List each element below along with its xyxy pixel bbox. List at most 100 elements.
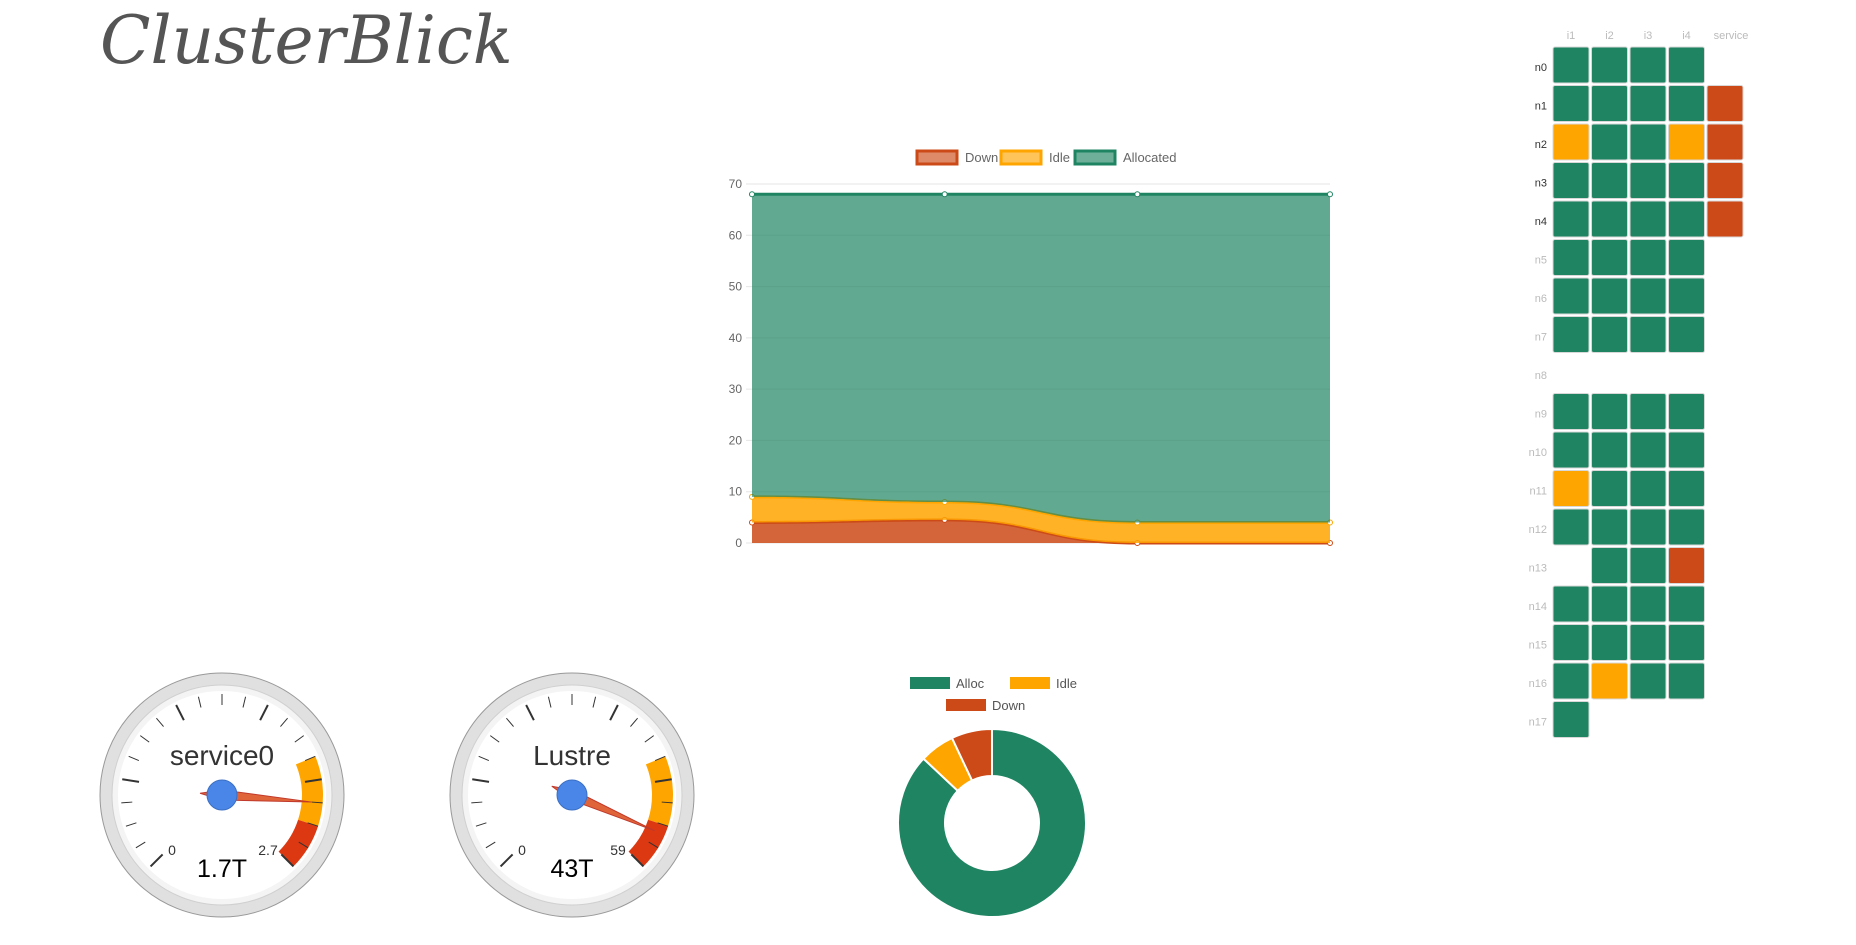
area-idle [752, 496, 1330, 543]
cell-n4-i3 [1629, 200, 1667, 238]
y-tick-60: 60 [729, 228, 743, 242]
cell-n15-i1 [1552, 624, 1590, 661]
cell-n16-i4 [1668, 662, 1705, 700]
column-header-i3: i3 [1644, 30, 1653, 42]
gauge-needle-hub [206, 779, 238, 811]
column-header-i1: i1 [1567, 30, 1576, 42]
gauge-tick-15 [654, 755, 666, 762]
cell-n2-i2 [1591, 123, 1628, 161]
cell-n13-i3 [1629, 547, 1667, 584]
legend-swatch-down [946, 699, 986, 711]
legend-label-idle: Idle [1056, 676, 1077, 691]
gauge-tick-17 [661, 801, 673, 804]
point-allocated-0 [749, 191, 755, 198]
gauge-service0: service0 0 2.7 1.7T [99, 672, 345, 918]
gauge-tick-13 [280, 717, 288, 727]
cell-n1-i1 [1552, 85, 1590, 122]
cell-n9-i2 [1591, 393, 1628, 430]
legend-label-alloc: Alloc [956, 676, 985, 691]
gauge-tick-15 [304, 755, 316, 762]
gauge-tick-4 [472, 778, 490, 783]
cell-n11-i4 [1668, 470, 1705, 507]
cell-n14-i4 [1668, 585, 1705, 623]
cell-n6-i4 [1668, 277, 1705, 315]
cell-n12-i4 [1668, 508, 1705, 546]
cell-n3-i3 [1629, 162, 1667, 199]
gauge-tick-14 [294, 735, 305, 743]
legend-swatch-idle [1010, 677, 1050, 689]
row-label-n13: n13 [1529, 563, 1547, 575]
donut-slice-down [950, 727, 993, 782]
cell-n1-service [1706, 85, 1744, 122]
cell-n7-i3 [1629, 316, 1667, 353]
donut-chart: Alloc Idle Down [897, 676, 1087, 918]
gauge-tick-9 [547, 696, 552, 708]
gauge-tick-17 [311, 801, 323, 804]
cell-n4-i4 [1668, 200, 1705, 238]
gauge-band-warning [645, 756, 673, 827]
gauge-tick-13 [630, 717, 638, 727]
y-tick-50: 50 [729, 280, 743, 294]
legend-label-idle: Idle [1049, 150, 1070, 165]
cell-n15-i3 [1629, 624, 1667, 661]
gauge-tick-1 [135, 841, 146, 849]
y-tick-30: 30 [729, 382, 743, 396]
cell-n4-service [1706, 200, 1744, 238]
gauge-tick-20 [280, 853, 295, 868]
gauge-tick-3 [471, 801, 483, 804]
legend-swatch-allocated [1073, 149, 1117, 166]
gauge-tick-8 [175, 704, 185, 721]
cell-n16-i3 [1629, 662, 1667, 700]
cell-n1-i4 [1668, 85, 1705, 122]
column-header-i4: i4 [1682, 30, 1691, 42]
gauge-tick-1 [485, 841, 496, 849]
node-status-grid: i1 i2 i3 i4 service n0 n1 n2 n3 n4 n5 n6 n7 n8 n9 n10 n1… [1529, 30, 1748, 738]
gauge-tick-7 [156, 717, 164, 727]
cell-n9-i3 [1629, 393, 1667, 430]
cell-n3-i2 [1591, 162, 1628, 199]
gauge-tick-18 [657, 822, 669, 827]
cell-n14-i2 [1591, 585, 1628, 623]
cell-n12-i3 [1629, 508, 1667, 546]
cell-n5-i4 [1668, 239, 1705, 276]
y-tick-0: 0 [735, 536, 742, 550]
gauge-tick-8 [525, 704, 535, 721]
row-label-n7: n7 [1535, 332, 1547, 344]
cell-n7-i4 [1668, 316, 1705, 353]
gauge-tick-14 [644, 735, 655, 743]
row-label-n17: n17 [1529, 717, 1547, 729]
gauge-label: service0 [170, 740, 274, 771]
y-tick-10: 10 [729, 485, 743, 499]
legend-label-down: Down [992, 698, 1025, 713]
gauge-tick-11 [242, 696, 247, 708]
gauge-band-critical [628, 819, 669, 867]
donut-slice-alloc [897, 727, 1087, 918]
cell-n11-i3 [1629, 470, 1667, 507]
cell-n17-i1 [1552, 701, 1590, 738]
gauge-band-warning [295, 756, 323, 827]
row-label-n0: n0 [1535, 62, 1547, 74]
cell-n1-i2 [1591, 85, 1628, 122]
cell-n3-i4 [1668, 162, 1705, 199]
cell-n15-i4 [1668, 624, 1705, 661]
cell-n6-i1 [1552, 277, 1590, 315]
gauge-max-label: 59 [610, 842, 626, 858]
gauge-tick-4 [122, 778, 140, 783]
cell-n15-i2 [1591, 624, 1628, 661]
cell-n6-i3 [1629, 277, 1667, 315]
cell-n2-i4 [1668, 123, 1705, 161]
cell-n2-i3 [1629, 123, 1667, 161]
gauge-max-label: 2.7 [258, 842, 278, 858]
cell-n13-i2 [1591, 547, 1628, 584]
row-label-n12: n12 [1529, 524, 1547, 536]
cell-n10-i3 [1629, 431, 1667, 469]
row-label-n1: n1 [1535, 101, 1547, 113]
cell-n4-i1 [1552, 200, 1590, 238]
cell-n0-i1 [1552, 46, 1590, 84]
row-label-n2: n2 [1535, 139, 1547, 151]
gauge-tick-3 [121, 801, 133, 804]
cell-n10-i4 [1668, 431, 1705, 469]
cell-n14-i3 [1629, 585, 1667, 623]
cell-n12-i1 [1552, 508, 1590, 546]
gauge-tick-12 [609, 704, 619, 721]
